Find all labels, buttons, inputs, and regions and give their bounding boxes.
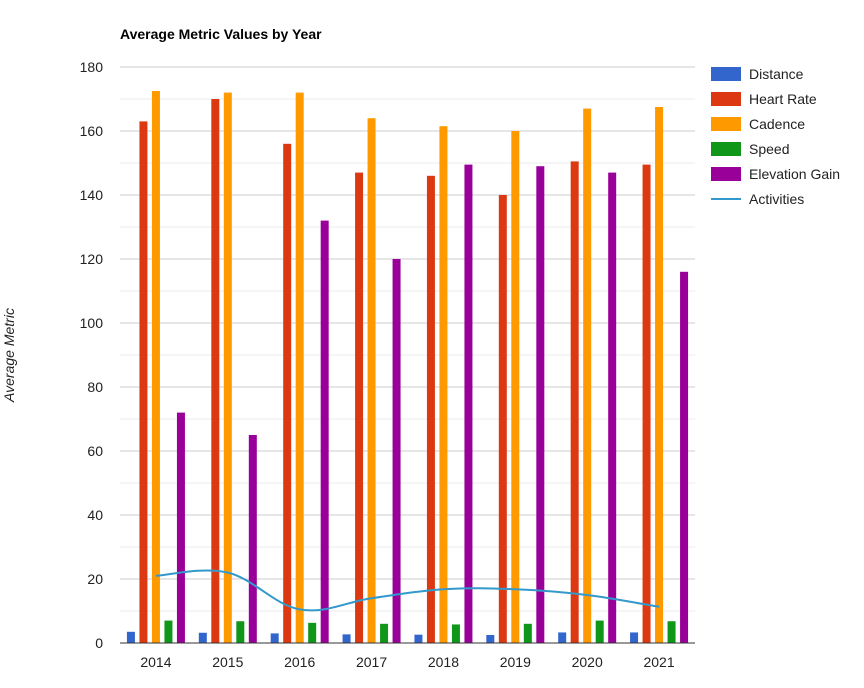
legend-label-activities: Activities: [749, 191, 804, 207]
y-tick-label: 160: [80, 123, 104, 139]
bar-heart-rate-2017: [355, 172, 364, 643]
x-axis-ticks: 2014 2015 2016 2017 2018 2019 2020 2021: [140, 654, 674, 670]
bar-distance-2021: [630, 632, 639, 643]
x-tick-label: 2018: [428, 654, 459, 670]
y-axis-label: Average Metric: [1, 308, 17, 403]
bar-distance-2018: [414, 634, 423, 643]
bar-cadence-2019: [511, 131, 520, 643]
bar-speed-2014: [164, 620, 173, 643]
bar-speed-2016: [308, 622, 317, 643]
legend-label-elevation-gain: Elevation Gain: [749, 166, 840, 182]
bar-heart-rate-2021: [642, 164, 651, 643]
bar-speed-2015: [236, 621, 245, 643]
y-tick-label: 20: [87, 571, 103, 587]
bar-heart-rate-2015: [211, 99, 220, 643]
bar-cadence-2017: [367, 118, 376, 643]
bar-distance-2015: [198, 632, 207, 643]
bar-elevation-gain-2019: [536, 166, 545, 643]
chart-title: Average Metric Values by Year: [120, 26, 322, 42]
x-tick-label: 2021: [643, 654, 674, 670]
legend-swatch-elevation-gain: [711, 167, 741, 181]
bar-speed-2017: [380, 623, 389, 643]
bar-elevation-gain-2014: [176, 412, 185, 643]
bar-elevation-gain-2017: [392, 259, 401, 643]
bar-heart-rate-2016: [283, 143, 292, 644]
bar-cadence-2018: [439, 126, 448, 643]
bar-cadence-2016: [295, 92, 304, 644]
bar-distance-2019: [486, 635, 495, 643]
bar-cadence-2021: [655, 107, 664, 643]
bar-distance-2020: [558, 632, 567, 643]
x-tick-label: 2016: [284, 654, 315, 670]
bar-cadence-2015: [223, 92, 232, 644]
y-tick-label: 80: [87, 379, 103, 395]
y-tick-label: 100: [80, 315, 104, 331]
bar-elevation-gain-2020: [608, 172, 617, 643]
x-tick-label: 2020: [572, 654, 603, 670]
x-tick-label: 2017: [356, 654, 387, 670]
x-tick-label: 2015: [212, 654, 243, 670]
y-tick-label: 60: [87, 443, 103, 459]
bar-elevation-gain-2016: [320, 220, 329, 643]
bar-cadence-2014: [151, 91, 160, 643]
line-activities: [155, 569, 660, 612]
legend-swatch-distance: [711, 67, 741, 81]
y-axis-ticks: 0 20 40 60 80 100 120 140 160 180: [80, 59, 104, 651]
y-tick-label: 40: [87, 507, 103, 523]
bar-elevation-gain-2015: [248, 435, 257, 643]
legend-swatch-cadence: [711, 117, 741, 131]
bar-cadence-2020: [583, 108, 592, 644]
bar-heart-rate-2019: [498, 195, 507, 643]
bar-distance-2017: [342, 634, 351, 643]
bar-speed-2020: [595, 620, 604, 643]
bar-speed-2019: [523, 623, 532, 643]
bar-distance-2016: [270, 633, 279, 643]
y-tick-label: 180: [80, 59, 104, 75]
activities-line-layer: [155, 569, 660, 612]
bar-speed-2018: [451, 624, 460, 643]
legend: Distance Heart Rate Cadence Speed Elevation …: [711, 66, 840, 207]
y-tick-label: 0: [95, 635, 103, 651]
legend-label-distance: Distance: [749, 66, 804, 82]
bar-elevation-gain-2018: [464, 164, 473, 643]
bar-heart-rate-2014: [139, 121, 148, 643]
y-tick-label: 120: [80, 251, 104, 267]
bar-heart-rate-2020: [570, 161, 579, 643]
legend-swatch-heart-rate: [711, 92, 741, 106]
bar-heart-rate-2018: [426, 175, 435, 644]
legend-swatch-speed: [711, 142, 741, 156]
bar-elevation-gain-2021: [680, 271, 689, 643]
x-tick-label: 2019: [500, 654, 531, 670]
bar-speed-2021: [667, 621, 676, 643]
bars: [126, 91, 689, 644]
legend-label-cadence: Cadence: [749, 116, 805, 132]
legend-label-speed: Speed: [749, 141, 789, 157]
x-tick-label: 2014: [140, 654, 171, 670]
y-tick-label: 140: [80, 187, 104, 203]
legend-label-heart-rate: Heart Rate: [749, 91, 817, 107]
bar-distance-2014: [126, 631, 135, 643]
